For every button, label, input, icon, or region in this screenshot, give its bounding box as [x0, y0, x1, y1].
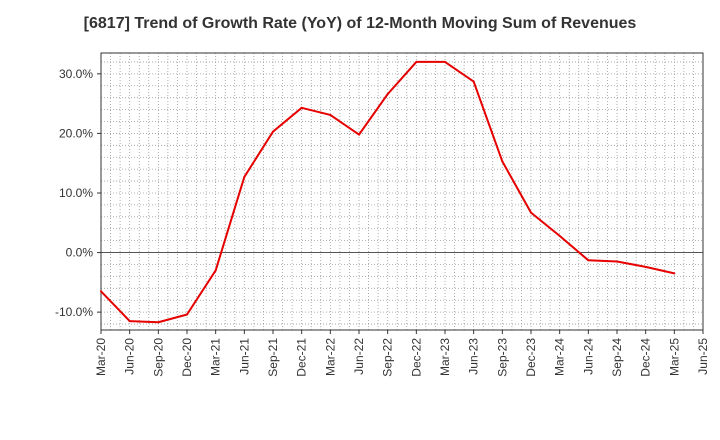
x-tick-label: Sep-21 — [266, 338, 280, 377]
data-point — [530, 211, 532, 214]
x-tick-label: Mar-24 — [553, 338, 567, 376]
data-point — [444, 60, 446, 63]
x-tick-label: Mar-23 — [438, 338, 452, 376]
data-point — [186, 313, 188, 316]
x-tick-label: Sep-22 — [381, 338, 395, 377]
x-tick-label: Dec-23 — [524, 338, 538, 377]
x-tick-label: Sep-23 — [495, 338, 509, 377]
x-tick-label: Dec-20 — [180, 338, 194, 377]
data-point — [415, 60, 418, 63]
plot-frame — [100, 52, 704, 331]
x-tick-label: Dec-21 — [295, 338, 309, 377]
data-point — [300, 106, 303, 109]
data-point — [472, 80, 475, 83]
data-point — [644, 265, 647, 268]
x-tick-label: Sep-24 — [610, 338, 624, 377]
y-tick-label: 0.0% — [66, 246, 94, 260]
data-point — [100, 290, 102, 293]
data-point — [329, 113, 332, 116]
x-tick-label: Mar-22 — [323, 338, 337, 376]
data-point — [358, 133, 360, 136]
x-tick-label: Mar-21 — [209, 338, 223, 376]
x-tick-label: Sep-20 — [151, 338, 165, 377]
data-point — [214, 269, 217, 272]
data-point — [673, 272, 676, 275]
x-tick-label: Jun-21 — [237, 338, 251, 375]
y-tick-label: -10.0% — [55, 305, 93, 319]
data-point — [501, 160, 504, 163]
data-point — [587, 259, 590, 262]
x-tick-label: Mar-25 — [667, 338, 681, 376]
x-tick-label: Jun-22 — [352, 338, 366, 375]
data-point — [616, 260, 618, 263]
data-point — [157, 321, 160, 324]
x-tick-label: Jun-24 — [581, 338, 595, 375]
y-tick-label: 10.0% — [59, 186, 93, 200]
chart-title: [6817] Trend of Growth Rate (YoY) of 12-… — [83, 15, 637, 32]
data-point — [272, 130, 274, 133]
x-tick-label: Mar-20 — [94, 338, 108, 376]
y-tick-label: 20.0% — [59, 126, 93, 140]
data-point — [386, 93, 389, 96]
x-tick-label: Jun-25 — [696, 338, 710, 375]
x-tick-label: Jun-23 — [467, 338, 481, 375]
x-tick-label: Dec-24 — [639, 338, 653, 377]
data-point — [558, 234, 561, 237]
data-point — [128, 320, 131, 323]
x-tick-label: Jun-20 — [123, 338, 137, 375]
x-tick-label: Dec-22 — [409, 338, 423, 377]
data-point — [243, 175, 246, 178]
plot-area — [101, 53, 703, 330]
y-tick-label: 30.0% — [59, 67, 93, 81]
